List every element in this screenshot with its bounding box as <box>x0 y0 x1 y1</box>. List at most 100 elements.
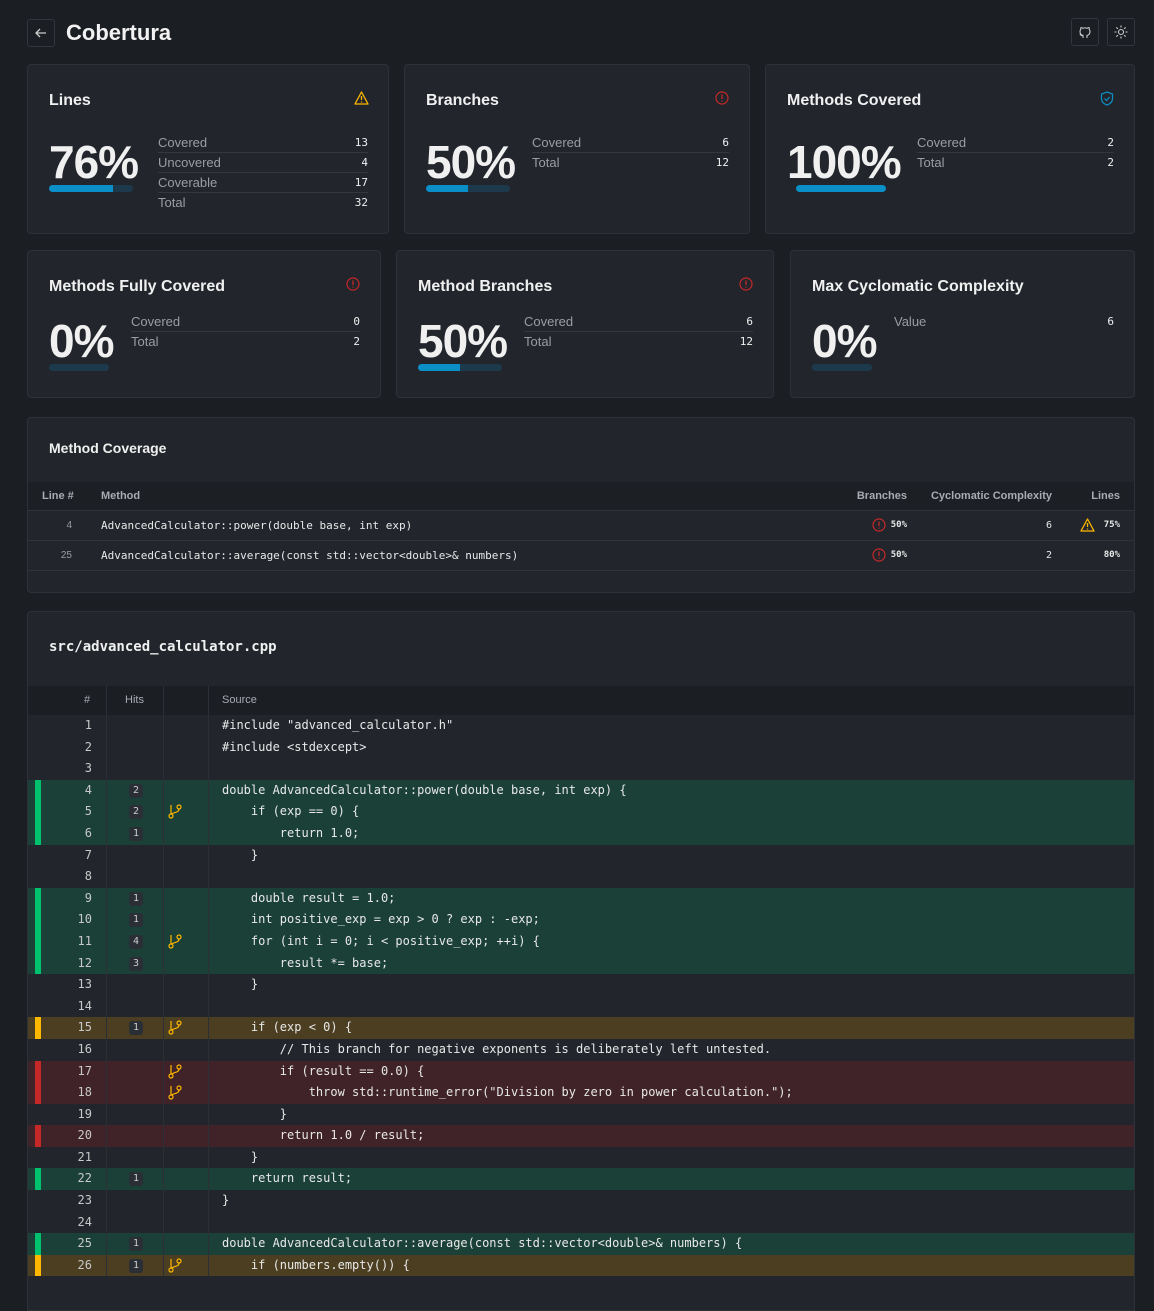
branch-indicator[interactable] <box>168 1020 182 1043</box>
line-number: 17 <box>77 1063 92 1078</box>
alert-circle-icon <box>346 277 360 291</box>
file-panel: src/advanced_calculator.cpp # Hits Sourc… <box>27 611 1135 1311</box>
line-number: 20 <box>77 1128 92 1143</box>
progress-bar <box>418 364 502 371</box>
card-title: Lines <box>49 92 91 109</box>
hit-count: 1 <box>129 1172 144 1187</box>
coverage-marker <box>35 779 41 802</box>
card-stats: Value 6 <box>894 312 1114 332</box>
stat-value: 17 <box>354 176 368 189</box>
coverage-marker <box>35 1060 41 1083</box>
source-table: # Hits Source 1 #include "advanced_calcu… <box>28 686 1134 1277</box>
method-complexity: 2 <box>1045 550 1052 561</box>
card-title: Method Branches <box>418 278 553 295</box>
stat-row: Total 32 <box>158 193 368 213</box>
stat-label: Coverable <box>158 175 218 190</box>
source-line: 22 1 return result; <box>28 1168 1134 1191</box>
stat-label: Uncovered <box>158 155 221 170</box>
card-percent: 100% <box>787 136 902 188</box>
branch-indicator[interactable] <box>168 1085 182 1108</box>
col-hits: Hits <box>125 694 144 706</box>
line-number: 19 <box>77 1106 92 1121</box>
source-code: } <box>222 1149 259 1164</box>
source-code: } <box>222 1193 230 1208</box>
stat-row: Total 12 <box>524 332 753 352</box>
source-line: 18 throw std::runtime_error("Division by… <box>28 1082 1134 1104</box>
stat-row: Covered 0 <box>131 312 360 332</box>
card-percent: 76% <box>49 136 139 188</box>
back-button[interactable] <box>27 19 55 47</box>
github-icon <box>1079 26 1091 38</box>
theme-toggle-button[interactable] <box>1107 18 1135 46</box>
source-line: 17 if (result == 0.0) { <box>28 1060 1134 1083</box>
github-button[interactable] <box>1071 18 1099 46</box>
branch-indicator[interactable] <box>168 934 182 957</box>
card-title: Methods Covered <box>787 92 922 109</box>
col-complexity: Cyclomatic Complexity <box>930 490 1052 502</box>
branch-indicator[interactable] <box>168 1063 182 1087</box>
stat-row: Total 2 <box>917 153 1114 173</box>
method-branches: 50% <box>890 550 907 560</box>
table-row[interactable]: 25 AdvancedCalculator::average(const std… <box>28 541 1134 571</box>
source-code: return 1.0 / result; <box>222 1128 425 1143</box>
branch-icon <box>168 1085 182 1100</box>
source-line: 16 // This branch for negative exponents… <box>28 1039 1134 1061</box>
alert-circle-icon <box>872 518 886 532</box>
source-line: 15 1 if (exp < 0) { <box>28 1017 1134 1039</box>
source-line: 2 #include <stdexcept> <box>28 737 1134 759</box>
stat-value: 12 <box>739 335 753 348</box>
coverage-marker <box>35 930 41 953</box>
source-line: 10 1 int positive_exp = exp > 0 ? exp : … <box>28 909 1134 931</box>
hit-count: 4 <box>129 934 144 949</box>
source-line: 26 1 if (numbers.empty()) { <box>28 1254 1134 1277</box>
stat-label: Covered <box>524 314 574 329</box>
method-name[interactable]: AdvancedCalculator::average(const std::v… <box>101 549 519 562</box>
line-number: 25 <box>77 1236 92 1251</box>
stat-value: 2 <box>1107 156 1114 169</box>
progress-bar <box>812 364 872 371</box>
col-method: Method <box>101 490 141 502</box>
stat-label: Covered <box>532 135 582 150</box>
coverage-marker <box>35 822 41 845</box>
line-number: 9 <box>84 890 92 905</box>
source-code: double result = 1.0; <box>222 890 396 905</box>
source-line: 9 1 double result = 1.0; <box>28 887 1134 910</box>
hit-count: 3 <box>129 956 144 971</box>
source-line: 4 2 double AdvancedCalculator::power(dou… <box>28 779 1134 802</box>
stat-label: Total <box>131 334 159 349</box>
source-code: if (exp < 0) { <box>222 1020 353 1035</box>
alert-circle-icon <box>739 277 753 291</box>
line-number: 26 <box>77 1257 92 1272</box>
metric-card: Methods Covered 100% Covered 2 Total 2 <box>765 64 1135 234</box>
stat-row: Covered 2 <box>917 133 1114 153</box>
source-code: if (result == 0.0) { <box>222 1063 425 1078</box>
stat-label: Total <box>524 334 552 349</box>
table-row[interactable]: 4 AdvancedCalculator::power(double base,… <box>28 511 1134 541</box>
line-number: 22 <box>77 1171 92 1186</box>
line-number: 10 <box>77 912 92 927</box>
card-stats: Covered 6 Total 12 <box>524 312 753 352</box>
card-percent: 0% <box>49 315 114 367</box>
branch-indicator[interactable] <box>168 1258 182 1281</box>
method-name[interactable]: AdvancedCalculator::power(double base, i… <box>101 519 413 532</box>
stat-value: 4 <box>361 156 368 169</box>
stat-label: Covered <box>158 135 208 150</box>
stat-row: Uncovered 4 <box>158 153 368 173</box>
line-number: 7 <box>84 847 92 862</box>
source-code: if (exp == 0) { <box>222 804 360 819</box>
card-stats: Covered 2 Total 2 <box>917 133 1114 173</box>
coverage-marker <box>35 887 41 910</box>
stat-value: 13 <box>354 136 368 149</box>
coverage-marker <box>35 1125 41 1147</box>
stat-value: 12 <box>715 156 729 169</box>
source-line: 3 <box>28 758 1134 780</box>
branch-indicator[interactable] <box>168 804 182 827</box>
col-source: Source <box>222 694 257 706</box>
metric-card: Branches 50% Covered 6 Total 12 <box>404 64 750 234</box>
line-number: 18 <box>77 1085 92 1100</box>
table-header: Line # Method Branches Cyclomatic Comple… <box>28 482 1134 511</box>
card-stats: Covered 13 Uncovered 4 Coverable 17 Total 32 <box>158 133 368 213</box>
method-coverage-table: Line # Method Branches Cyclomatic Comple… <box>28 482 1134 571</box>
line-number: 2 <box>84 739 92 754</box>
line-number: 13 <box>77 977 92 992</box>
